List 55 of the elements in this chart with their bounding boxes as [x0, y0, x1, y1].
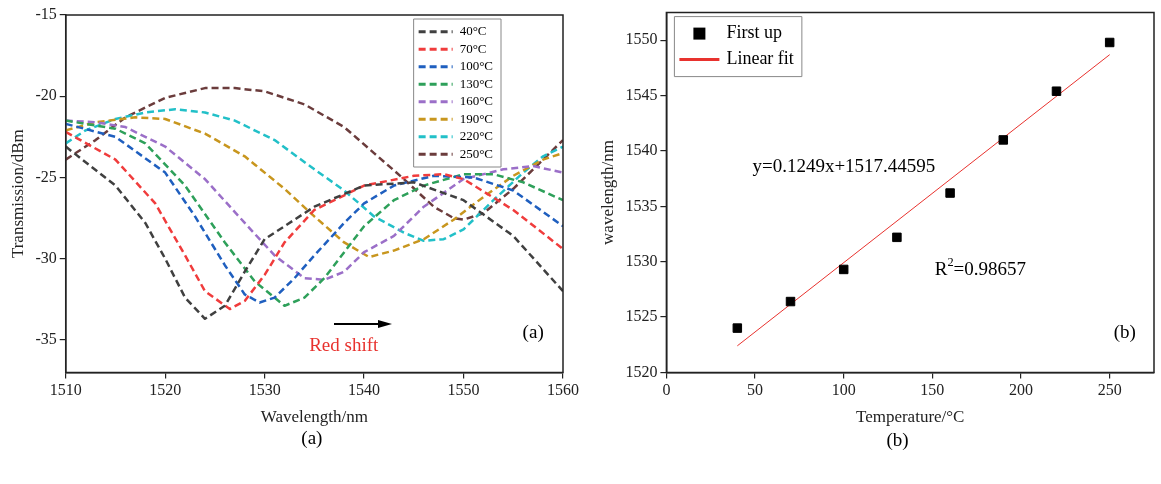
y-tick-label: -15 [35, 5, 57, 23]
legend-label: 70°C [459, 40, 487, 56]
point [998, 135, 1009, 145]
legend-label: Linear fit [726, 48, 794, 69]
legend-label: First up [726, 22, 782, 43]
line-series [65, 116, 563, 259]
y-tick-label: 1545 [625, 85, 658, 103]
point [892, 232, 902, 243]
x-tick-label: 200 [1009, 381, 1034, 399]
point [1051, 86, 1062, 96]
legend-label: 190°C [459, 110, 494, 126]
y-tick-label: 1550 [625, 30, 658, 48]
annotation: Red shift [309, 333, 379, 355]
point [785, 296, 796, 307]
x-tick-label: 1530 [248, 381, 281, 399]
point [732, 323, 743, 333]
legend-label: 40°C [459, 23, 487, 39]
x-tick-label: 150 [920, 381, 945, 399]
y-axis-title: wavelength/nm [597, 140, 617, 245]
legend-label: 220°C [459, 128, 494, 144]
x-tick-label: 1540 [348, 381, 381, 399]
y-tick-label: -20 [35, 86, 57, 104]
x-tick-label: 50 [747, 381, 764, 399]
x-tick-label: 250 [1097, 381, 1122, 399]
x-tick-label: 0 [662, 381, 671, 399]
y-tick-label: 1535 [625, 196, 658, 214]
y-tick-label: 1525 [625, 307, 658, 325]
text: (b) [886, 428, 909, 451]
y-tick-label: 1540 [625, 141, 658, 159]
line-series [65, 107, 563, 243]
y-axis-title: Transmission/dBm [7, 129, 27, 259]
y-tick-label: -35 [35, 330, 57, 348]
text: (a) [301, 426, 323, 449]
legend-label: 100°C [459, 58, 494, 74]
legend-label: 250°C [459, 145, 494, 161]
point [945, 188, 955, 198]
x-tick-label: 1560 [547, 381, 579, 399]
annotation: (a) [522, 321, 544, 344]
x-axis-title: Wavelength/nm [260, 407, 368, 427]
y-tick-label: -30 [35, 248, 57, 266]
point [838, 264, 849, 275]
annotation: (b) [1113, 320, 1136, 343]
legend-label: 160°C [459, 93, 494, 109]
x-tick-label: 1550 [447, 381, 480, 399]
x-tick-label: 100 [831, 381, 856, 399]
y-tick-label: -25 [35, 167, 57, 185]
x-axis-title: Temperature/°C [855, 407, 965, 427]
legend-label: 130°C [459, 75, 494, 91]
y-tick-label: 1520 [625, 362, 658, 380]
annotation: y=0.1249x+1517.44595 [752, 155, 936, 177]
line-series [65, 86, 563, 221]
x-tick-label: 1510 [49, 381, 82, 399]
point [1104, 37, 1115, 48]
x-tick-label: 1520 [149, 381, 182, 399]
y-tick-label: 1530 [625, 251, 658, 269]
